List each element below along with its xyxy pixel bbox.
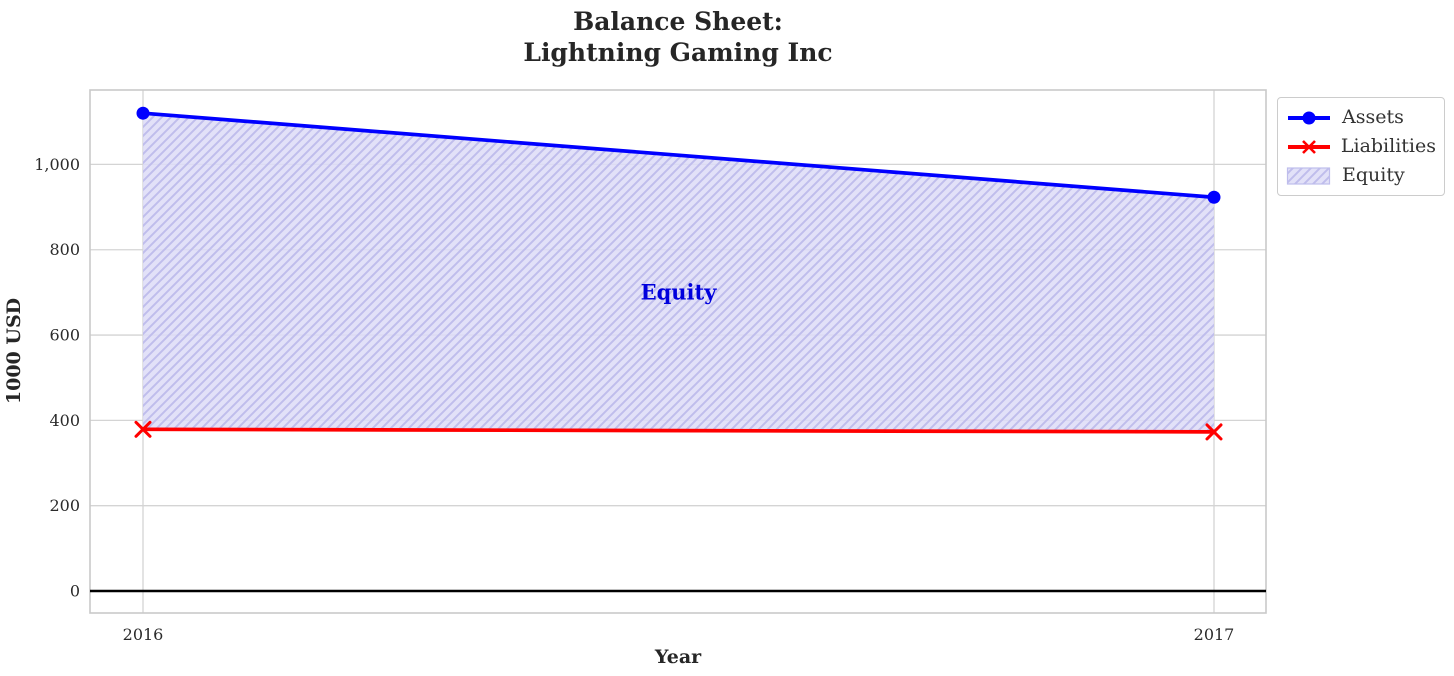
y-tick-label-400: 400 <box>49 411 80 430</box>
legend-label-assets: Assets <box>1342 106 1404 128</box>
equity-annotation: Equity <box>641 279 718 304</box>
legend-item-assets: Assets <box>1286 103 1436 132</box>
equity-fill-area <box>143 113 1214 432</box>
legend: Assets Liabilities Equity <box>1277 97 1445 196</box>
liabilities-marker-2016 <box>134 420 152 438</box>
y-tick-label-1000: 1,000 <box>34 155 80 174</box>
equity-area <box>143 113 1214 432</box>
y-axis-label: 1000 USD <box>3 298 25 404</box>
assets-line-marker-icon <box>1288 111 1330 124</box>
legend-item-equity: Equity <box>1286 161 1436 190</box>
data-series <box>134 106 1223 441</box>
tick-labels: 0 200 400 600 800 1,000 2016 2017 <box>34 155 1234 644</box>
legend-label-equity: Equity <box>1342 164 1405 186</box>
liabilities-line-marker-icon <box>1288 139 1330 154</box>
chart-title: Balance Sheet: Lightning Gaming Inc <box>523 7 833 67</box>
legend-label-liabilities: Liabilities <box>1340 135 1436 157</box>
x-axis-label: Year <box>654 646 702 668</box>
x-tick-label-2016: 2016 <box>123 625 164 644</box>
assets-marker-2017 <box>1207 190 1221 204</box>
x-tick-label-2017: 2017 <box>1194 625 1235 644</box>
equity-swatch-icon <box>1286 166 1331 185</box>
plot-border <box>89 89 1267 614</box>
liabilities-marker-2017 <box>1205 423 1223 441</box>
legend-item-liabilities: Liabilities <box>1286 132 1436 161</box>
y-tick-label-0: 0 <box>70 582 80 601</box>
y-tick-label-200: 200 <box>49 496 80 515</box>
y-tick-label-800: 800 <box>49 240 80 259</box>
assets-marker-2016 <box>136 106 150 120</box>
liabilities-line <box>141 427 1216 434</box>
axes-spines <box>89 89 1267 614</box>
y-tick-label-600: 600 <box>49 326 80 345</box>
assets-line <box>141 111 1216 200</box>
